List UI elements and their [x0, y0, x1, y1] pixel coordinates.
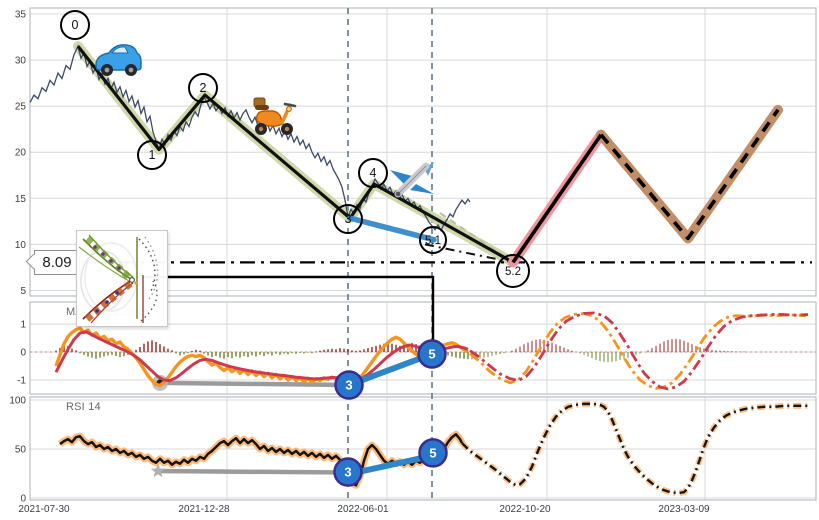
- macd-signal-forecast-line: [469, 311, 809, 391]
- wave-point-label: 5.2: [505, 266, 521, 278]
- wave-point-5.2[interactable]: 5.2: [496, 254, 530, 288]
- y-tick-label: 30: [15, 56, 27, 67]
- macd-gray-connector: [157, 380, 352, 388]
- price-level-tag[interactable]: 8.09: [34, 250, 80, 275]
- wave-point-5.1[interactable]: 5.1: [419, 226, 447, 254]
- x-tick-label: 2021-12-28: [178, 504, 230, 515]
- airplane-icon: [390, 162, 434, 198]
- wave-point-0[interactable]: 0: [60, 10, 90, 40]
- handle-label: 3: [345, 378, 352, 393]
- handle-label: 3: [344, 465, 351, 480]
- y-tick-label: 35: [15, 9, 27, 20]
- inset-pattern: [78, 234, 159, 324]
- wave-point-2[interactable]: 2: [188, 73, 218, 103]
- wave-point-label: 4: [370, 166, 377, 180]
- wave-point-label: 3: [345, 212, 352, 226]
- x-tick-label: 2021-07-30: [18, 504, 70, 515]
- y-tick-label: 50: [15, 444, 27, 455]
- wave-point-label: 0: [72, 18, 79, 32]
- rsi-star-marker[interactable]: [150, 463, 166, 478]
- macd-line: [54, 326, 469, 388]
- forecast-zigzag-line: [599, 108, 780, 241]
- rsi-forecast-line: [461, 402, 810, 495]
- x-tick-label: 2022-10-20: [499, 504, 551, 515]
- y-tick-label: 0: [20, 494, 26, 505]
- handle-label: 5: [428, 347, 435, 362]
- y-tick-label: 15: [15, 194, 27, 205]
- macd-inset-thumbnail: [76, 230, 168, 327]
- handle-label: 5: [429, 445, 436, 460]
- x-tick-label: 2023-03-09: [658, 504, 710, 515]
- wave-dashdot-segment: [424, 243, 514, 264]
- wave-point-3[interactable]: 3: [333, 204, 363, 234]
- level-connector-line: [118, 275, 435, 347]
- wave-point-4[interactable]: 4: [358, 158, 388, 188]
- macd-histogram: [55, 338, 745, 363]
- y-tick-label: 1: [20, 320, 26, 331]
- macd-blue-connector: [346, 351, 435, 389]
- wave-point-label: 1: [149, 148, 156, 162]
- wave-point-1[interactable]: 1: [137, 140, 167, 170]
- wave-point-label: 2: [200, 81, 207, 95]
- forecast-zigzag-glow: [596, 104, 783, 244]
- rsi-blue-connector: [346, 452, 435, 478]
- x-tick-label: 2022-06-01: [337, 504, 389, 515]
- y-tick-label: 25: [15, 102, 27, 113]
- wave-point-label: 5.1: [425, 235, 441, 247]
- forecast-up-line: [511, 133, 603, 264]
- macd-handle-5[interactable]: 5: [417, 339, 447, 369]
- rsi-gray-connector: [155, 468, 351, 475]
- rsi-handle-5[interactable]: 5: [418, 438, 448, 468]
- y-tick-label: 5: [20, 286, 26, 297]
- macd-handle-3[interactable]: 3: [334, 370, 364, 400]
- macd-signal-line: [54, 330, 469, 383]
- y-tick-label: 10: [15, 240, 27, 251]
- y-tick-label: 100: [9, 395, 26, 406]
- rsi-handle-3[interactable]: 3: [333, 457, 363, 487]
- rsi-panel-label: RSI 14: [66, 401, 101, 413]
- macd-forecast-line: [469, 312, 807, 390]
- car-icon: [95, 44, 142, 76]
- y-tick-label: 20: [15, 148, 27, 159]
- y-tick-label: -1: [17, 376, 26, 387]
- y-tick-label: 0: [20, 348, 26, 359]
- scooter-icon: [253, 97, 297, 135]
